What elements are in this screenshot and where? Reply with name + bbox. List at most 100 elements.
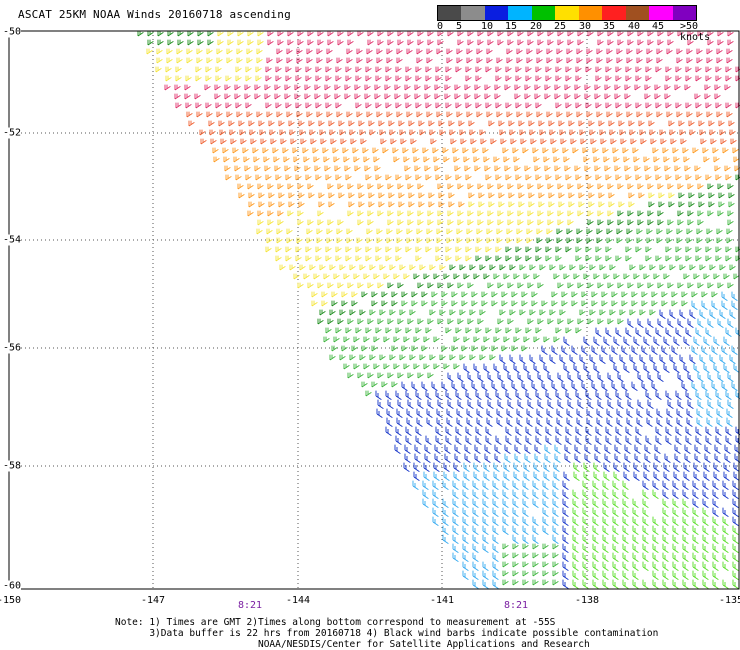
wind-barb [624, 84, 631, 91]
wind-barb [475, 75, 482, 82]
wind-barb [502, 498, 509, 508]
wind-barb [722, 534, 729, 544]
wind-barb [579, 264, 586, 271]
wind-barb [726, 57, 733, 64]
lat-label-52: -52 [3, 127, 22, 139]
wind-barb [555, 66, 562, 73]
wind-barb [642, 507, 649, 517]
wind-barb [728, 192, 735, 199]
wind-barb [662, 489, 669, 499]
wind-barb [376, 57, 383, 64]
wind-barb [623, 363, 630, 373]
wind-barb [327, 39, 334, 46]
wind-barb [407, 372, 414, 379]
wind-barb [712, 516, 719, 526]
wind-barb [569, 354, 576, 364]
wind-barb [685, 435, 692, 445]
wind-barb [385, 66, 392, 73]
wind-barb [614, 93, 621, 100]
wind-barb [497, 282, 504, 289]
wind-barb [355, 327, 362, 334]
wind-barb [701, 381, 708, 391]
wind-barb [581, 300, 588, 307]
wind-barb [555, 246, 562, 253]
wind-barb [429, 309, 436, 316]
wind-barb [727, 372, 734, 382]
wind-barb [629, 354, 636, 364]
wind-barb [435, 174, 442, 181]
wind-barb [347, 183, 354, 190]
wind-barb [715, 255, 722, 262]
wind-barb [727, 219, 734, 226]
wind-barb [403, 156, 410, 163]
wind-barb [510, 138, 517, 145]
wind-barb [467, 318, 474, 325]
wind-barb [364, 165, 371, 172]
wind-barb [685, 75, 692, 82]
wind-barb [572, 543, 579, 553]
wind-barb [675, 246, 682, 253]
wind-barb [407, 210, 414, 217]
wind-barb [426, 408, 433, 418]
wind-barb [564, 453, 571, 463]
wind-barb [492, 543, 499, 553]
wind-barb [365, 66, 372, 73]
wind-barb [582, 516, 589, 526]
wind-barb [397, 399, 404, 409]
wind-barb [566, 417, 573, 427]
wind-barb [694, 93, 701, 100]
wind-barb [379, 129, 386, 136]
wind-barb [582, 480, 589, 490]
wind-barb [393, 273, 400, 280]
wind-barb [582, 552, 589, 562]
wind-barb [722, 507, 729, 517]
wind-barb [685, 66, 692, 73]
wind-barb [165, 66, 172, 73]
wind-barb [572, 534, 579, 544]
wind-barb [616, 57, 623, 64]
wind-barb [635, 435, 642, 445]
wind-barb [555, 327, 562, 334]
wind-barb [667, 282, 674, 289]
wind-barb [417, 399, 424, 409]
wind-barb [665, 255, 672, 262]
wind-barb [555, 174, 562, 181]
wind-barb [338, 192, 345, 199]
wind-barb [164, 84, 171, 91]
wind-barb [613, 363, 620, 373]
wind-barb [711, 291, 718, 298]
wind-barb [177, 39, 184, 46]
wind-barb [469, 129, 476, 136]
wind-barb [627, 318, 634, 328]
wind-barb [632, 579, 639, 589]
wind-barb [378, 201, 385, 208]
wind-barb [713, 363, 720, 373]
wind-barb [542, 498, 549, 508]
wind-barb [497, 210, 504, 217]
wind-barb [423, 273, 430, 280]
wind-barb [545, 246, 552, 253]
wind-barb [326, 48, 333, 55]
wind-barb [275, 246, 282, 253]
wind-barb [596, 228, 603, 235]
wind-barb [592, 534, 599, 544]
wind-barb [405, 102, 412, 109]
wind-barb [325, 246, 332, 253]
wind-barb [588, 201, 595, 208]
wind-barb [325, 66, 332, 73]
wind-barb [691, 345, 698, 355]
wind-barb [725, 66, 732, 73]
wind-barb [631, 300, 638, 307]
wind-barb [706, 417, 713, 427]
wind-barb [226, 57, 233, 64]
wind-barb [359, 129, 366, 136]
wind-barb [265, 246, 272, 253]
wind-barb [426, 417, 433, 427]
wind-barb [645, 327, 652, 337]
wind-barb [498, 192, 505, 199]
wind-barb [442, 147, 449, 154]
wind-barb [355, 246, 362, 253]
wind-barb [495, 102, 502, 109]
wind-barb [226, 111, 233, 118]
wind-barb [287, 39, 294, 46]
